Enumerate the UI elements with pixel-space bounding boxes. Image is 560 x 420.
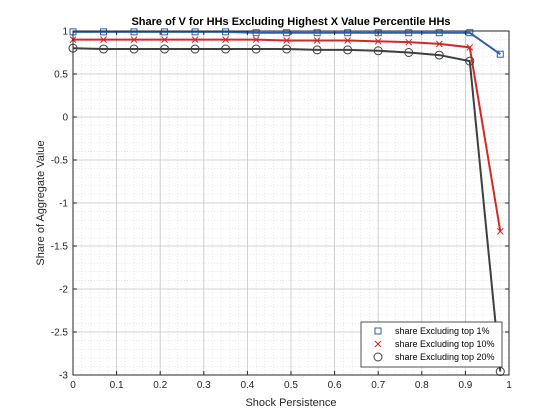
x-tick-label: 0.2 [153, 380, 167, 391]
x-tick-label: 0.9 [458, 380, 472, 391]
y-tick-label: -1.5 [51, 242, 69, 253]
y-tick-label: -1 [59, 199, 68, 210]
y-tick-label: 0.5 [54, 70, 68, 81]
x-tick-label: 0.8 [415, 380, 429, 391]
legend-label: share Excluding top 1% [395, 326, 490, 336]
legend-label: share Excluding top 20% [395, 352, 495, 362]
legend-label: share Excluding top 10% [395, 339, 495, 349]
x-axis-label: Shock Persistence [245, 397, 336, 409]
chart-title: Share of V for HHs Excluding Highest X V… [131, 16, 450, 28]
x-tick-label: 0.7 [371, 380, 385, 391]
y-tick-label: -2.5 [51, 328, 69, 339]
x-tick-label: 0.3 [197, 380, 211, 391]
y-tick-label: -0.5 [51, 156, 69, 167]
x-tick-label: 0 [70, 380, 76, 391]
legend: share Excluding top 1% share Excluding to… [361, 322, 502, 367]
x-tick-label: 0.1 [110, 380, 124, 391]
y-tick-label: -3 [59, 371, 68, 382]
x-tick-label: 1 [506, 380, 512, 391]
x-tick-label: 0.6 [328, 380, 342, 391]
y-axis-label: Share of Aggregate Value [35, 140, 47, 265]
x-tick-label: 0.5 [284, 380, 298, 391]
x-tick-label: 0.4 [240, 380, 254, 391]
y-tick-label: 0 [62, 113, 68, 124]
y-tick-label: -2 [59, 285, 68, 296]
y-tick-label: 1 [62, 27, 68, 38]
